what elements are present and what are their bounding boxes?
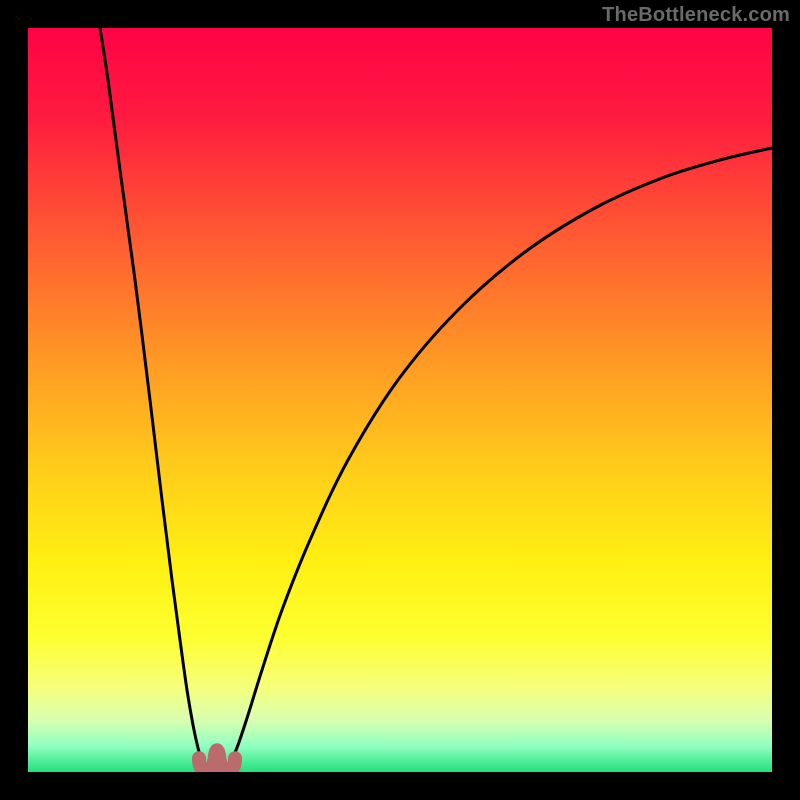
- chart-svg: [0, 0, 800, 800]
- chart-stage: TheBottleneck.com: [0, 0, 800, 800]
- curve-notch: [199, 750, 235, 771]
- curve-left-branch: [100, 28, 201, 757]
- curve-right-branch: [233, 148, 772, 757]
